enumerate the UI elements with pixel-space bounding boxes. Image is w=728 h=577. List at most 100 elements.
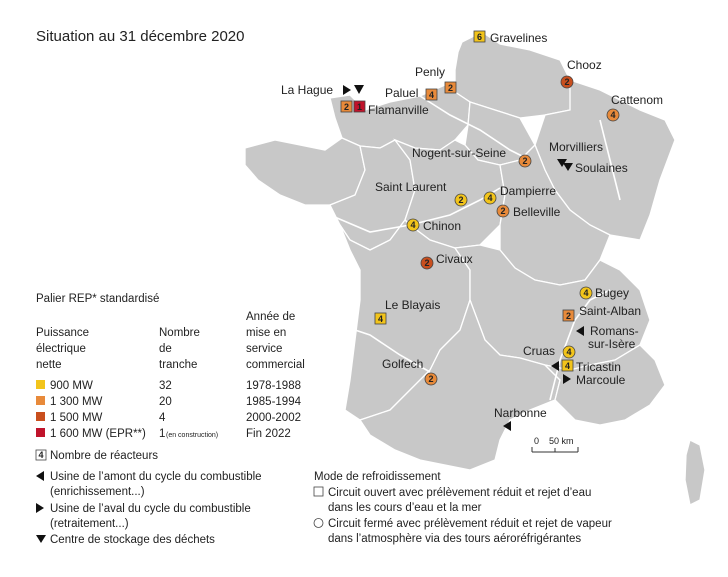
- legend-row4-count: 1: [159, 428, 165, 440]
- legend-row2-power: 1 300 MW: [50, 396, 103, 408]
- label-saintlaurent: Saint Laurent: [375, 180, 447, 194]
- label-cattenom: Cattenom: [611, 93, 663, 107]
- legend-row1-power: 900 MW: [50, 380, 93, 392]
- cooling-closed-2: dans l’atmosphère via des tours aéroréfr…: [328, 533, 581, 545]
- site-cruas-count: 4: [566, 347, 571, 357]
- label-romans-2: sur-Isère: [588, 337, 636, 351]
- label-morvilliers: Morvilliers: [549, 140, 603, 154]
- legend-stockage: Centre de stockage des déchets: [50, 534, 215, 546]
- legend-row2-count: 20: [159, 396, 172, 408]
- cooling-closed-1: Circuit fermé avec prélèvement réduit et…: [328, 518, 612, 530]
- region-paca: [543, 344, 666, 426]
- legend-count-label: Nombre de réacteurs: [50, 450, 158, 462]
- site-belleville-count: 2: [500, 206, 505, 216]
- site-bugey-marker: [579, 286, 593, 300]
- label-leblayais: Le Blayais: [385, 298, 440, 312]
- site-saintalban-count: 2: [566, 311, 571, 321]
- site-cattenom-marker: [606, 108, 620, 122]
- legend-row4-years: Fin 2022: [246, 428, 291, 440]
- cooling-heading: Mode de refroidissement: [314, 471, 441, 483]
- morvilliers-stockage-icon: [557, 159, 567, 167]
- label-paluel: Paluel: [385, 86, 418, 100]
- site-nogent-marker: [518, 154, 532, 168]
- legend-col2-line1: Nombre: [159, 327, 200, 339]
- scale-label: 50 km: [549, 436, 574, 446]
- site-civaux-count: 2: [424, 258, 429, 268]
- legend-heading: Palier REP* standardisé: [36, 293, 159, 305]
- site-golfech-marker: [424, 372, 438, 386]
- legend-cooling: Mode de refroidissement Circuit ouvert a…: [313, 471, 612, 545]
- site-leblayais-count: 4: [378, 314, 383, 324]
- soulaines-stockage-icon: [563, 163, 573, 171]
- narbonne-amont-icon: [503, 421, 511, 431]
- site-saintlaurent-count: 2: [458, 195, 463, 205]
- site-tricastin-count: 4: [565, 361, 570, 371]
- region-corse: [684, 439, 706, 506]
- site-gravelines-count: 6: [477, 32, 482, 42]
- plant-markers: 6 Gravelines 2 Chooz 2 Penly 4 Paluel La…: [281, 30, 663, 431]
- site-saintalban-marker: [562, 309, 575, 322]
- label-belleville: Belleville: [513, 205, 561, 219]
- region-bretagne: [244, 137, 366, 206]
- label-romans-1: Romans-: [590, 324, 639, 338]
- label-civaux: Civaux: [436, 252, 473, 266]
- site-cruas-marker: [562, 345, 576, 359]
- site-dampierre-marker: [483, 191, 497, 205]
- site-saintlaurent-marker: [454, 193, 468, 207]
- label-chooz: Chooz: [567, 58, 602, 72]
- legend-row3-count: 4: [159, 412, 166, 424]
- label-nogent: Nogent-sur-Seine: [412, 146, 506, 160]
- site-chooz-marker: [560, 75, 574, 89]
- legend-col1-line2: électrique: [36, 343, 86, 355]
- legend-swatch-1600: [36, 428, 45, 437]
- label-penly: Penly: [415, 65, 445, 79]
- site-chinon-count: 4: [410, 220, 415, 230]
- cooling-closed-icon: [313, 518, 324, 528]
- legend-col3-line3: service: [246, 343, 282, 355]
- site-chinon-marker: [406, 218, 420, 232]
- label-gravelines: Gravelines: [490, 31, 547, 45]
- legend-stockage-icon: [36, 535, 46, 543]
- site-belleville-marker: [496, 204, 510, 218]
- lahague-aval-icon: [343, 85, 351, 95]
- label-saintalban: Saint-Alban: [579, 304, 641, 318]
- label-narbonne: Narbonne: [494, 406, 547, 420]
- legend-amont-1: Usine de l’amont du cycle du combustible: [50, 471, 262, 483]
- tricastin-amont-icon: [551, 361, 559, 371]
- map-title: Situation au 31 décembre 2020: [36, 28, 244, 45]
- legend-swatch-1300: [36, 396, 45, 405]
- site-penly-count: 2: [448, 83, 453, 93]
- label-bugey: Bugey: [595, 286, 629, 300]
- legend-count-box: [35, 449, 47, 461]
- legend-col3-line1: Année de: [246, 311, 295, 323]
- legend-row2-years: 1985-1994: [246, 396, 302, 408]
- site-flamanville-marker-a: [340, 100, 353, 113]
- label-cruas: Cruas: [523, 344, 555, 358]
- france-regions: [244, 31, 706, 506]
- label-soulaines: Soulaines: [575, 161, 628, 175]
- legend-col2-line3: tranche: [159, 359, 197, 371]
- legend-amont-icon: [36, 471, 44, 481]
- legend-aval-1: Usine de l’aval du cycle du combustible: [50, 503, 251, 515]
- legend-row1-count: 32: [159, 380, 172, 392]
- legend-row4-count-note: (en construction): [166, 432, 218, 439]
- label-chinon: Chinon: [423, 219, 461, 233]
- legend-symbols: 4 Nombre de réacteurs Usine de l’amont d…: [35, 449, 262, 546]
- site-paluel-marker: [425, 88, 438, 101]
- site-flamanville-count-a: 2: [344, 102, 349, 112]
- site-paluel-count: 4: [429, 90, 434, 100]
- legend-amont-2: (enrichissement...): [50, 486, 145, 498]
- site-tricastin-marker: [561, 359, 574, 372]
- legend-row1-years: 1978-1988: [246, 380, 301, 392]
- site-flamanville-marker-b: [353, 100, 366, 113]
- site-leblayais-marker: [374, 312, 387, 325]
- scale-zero: 0: [534, 436, 539, 446]
- legend-col3-line2: mise en: [246, 327, 286, 339]
- marcoule-aval-icon: [563, 374, 571, 384]
- label-dampierre: Dampierre: [500, 184, 556, 198]
- cooling-open-icon: [313, 486, 324, 497]
- legend-reactor-types: Palier REP* standardisé Puissance électr…: [36, 293, 305, 440]
- label-tricastin: Tricastin: [576, 360, 621, 374]
- legend-row4-power: 1 600 MW (EPR**): [50, 428, 146, 440]
